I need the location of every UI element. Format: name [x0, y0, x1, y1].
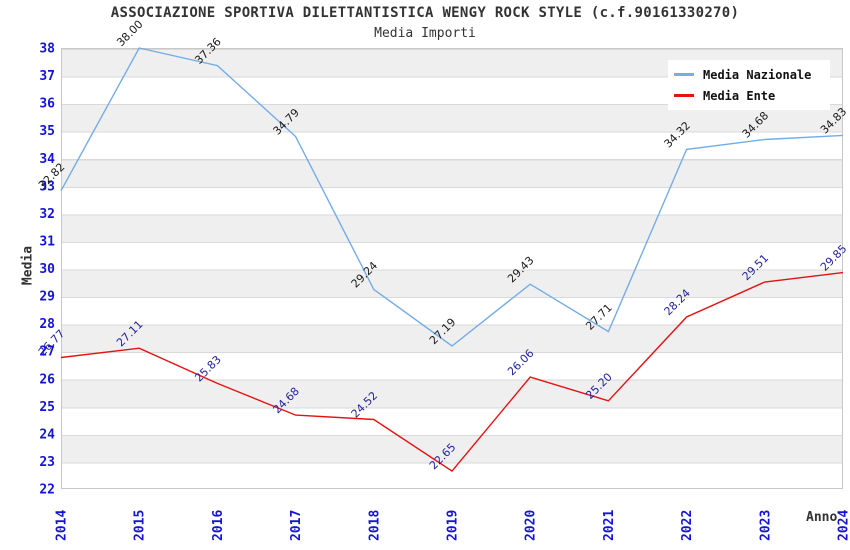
- svg-text:2019: 2019: [446, 510, 461, 541]
- legend-item-media-nazionale: Media Nazionale: [674, 64, 824, 85]
- svg-text:25.20: 25.20: [583, 370, 614, 401]
- svg-text:24: 24: [39, 427, 55, 442]
- line-swatch-media-ente: [674, 94, 694, 97]
- svg-text:26.06: 26.06: [505, 347, 536, 378]
- svg-text:37: 37: [39, 69, 55, 84]
- svg-text:2020: 2020: [524, 510, 539, 541]
- svg-text:38.00: 38.00: [114, 18, 145, 49]
- svg-text:35: 35: [39, 124, 55, 139]
- svg-text:2021: 2021: [602, 510, 617, 541]
- svg-text:28.24: 28.24: [662, 287, 693, 318]
- svg-text:22: 22: [39, 483, 55, 498]
- svg-text:22.65: 22.65: [427, 441, 458, 472]
- svg-text:29.85: 29.85: [818, 242, 849, 273]
- svg-text:2014: 2014: [55, 510, 70, 541]
- svg-text:29.43: 29.43: [505, 254, 536, 285]
- chart-title: ASSOCIAZIONE SPORTIVA DILETTANTISTICA WE…: [110, 5, 740, 21]
- svg-text:2022: 2022: [680, 510, 695, 541]
- svg-text:34.32: 34.32: [662, 119, 693, 150]
- svg-text:30: 30: [39, 262, 55, 277]
- y-axis-title: Media: [20, 245, 36, 286]
- svg-text:24.52: 24.52: [349, 389, 380, 420]
- svg-text:31: 31: [39, 234, 55, 249]
- svg-text:27: 27: [39, 345, 55, 360]
- svg-text:32: 32: [39, 207, 55, 222]
- svg-text:34.68: 34.68: [740, 109, 771, 140]
- line-swatch-media-nazionale: [674, 73, 694, 76]
- svg-text:29.24: 29.24: [349, 259, 380, 290]
- legend-label-media-nazionale: Media Nazionale: [703, 67, 812, 82]
- legend-label-media-ente: Media Ente: [703, 88, 776, 103]
- legend-item-media-ente: Media Ente: [674, 85, 824, 106]
- svg-text:37.36: 37.36: [192, 35, 223, 66]
- svg-text:33: 33: [39, 179, 55, 194]
- svg-text:26: 26: [39, 372, 55, 387]
- svg-text:2018: 2018: [367, 510, 382, 541]
- legend: Media Nazionale Media Ente: [668, 60, 830, 110]
- svg-text:2017: 2017: [289, 510, 304, 541]
- svg-text:2024: 2024: [837, 510, 850, 541]
- svg-text:28: 28: [39, 317, 55, 332]
- svg-text:29: 29: [39, 290, 55, 305]
- plot-area: [61, 48, 843, 489]
- svg-text:2023: 2023: [758, 510, 773, 541]
- svg-text:27.11: 27.11: [114, 318, 145, 349]
- svg-text:2016: 2016: [211, 510, 226, 541]
- svg-text:38: 38: [39, 42, 55, 57]
- x-axis-title: Anno: [806, 510, 838, 525]
- svg-text:34: 34: [39, 152, 55, 167]
- svg-text:34.79: 34.79: [271, 106, 302, 137]
- svg-text:36: 36: [39, 97, 55, 112]
- chart-subtitle: Media Importi: [374, 26, 476, 41]
- svg-text:25: 25: [39, 400, 55, 415]
- svg-text:29.51: 29.51: [740, 252, 771, 283]
- svg-text:2015: 2015: [133, 510, 148, 541]
- svg-text:23: 23: [39, 455, 55, 470]
